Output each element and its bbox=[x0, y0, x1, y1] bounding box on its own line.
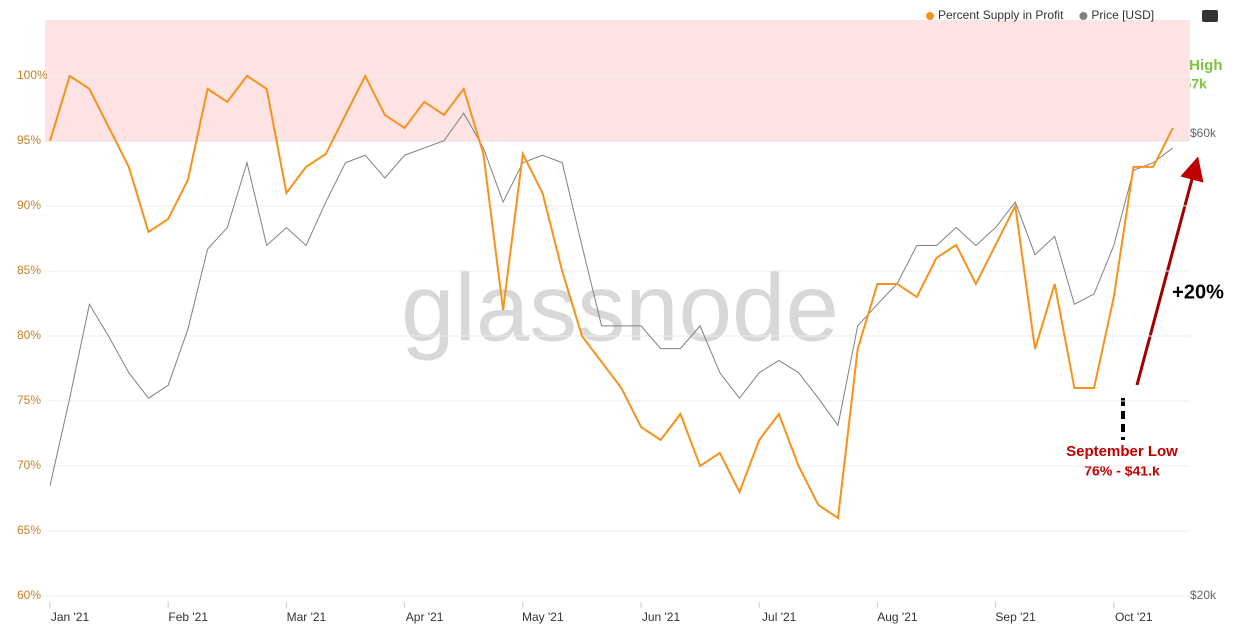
y2-tick-label: $20k bbox=[1190, 588, 1217, 602]
legend-label: Price [USD] bbox=[1091, 8, 1154, 22]
highlight-band bbox=[45, 20, 1190, 141]
watermark: glassnode bbox=[401, 254, 839, 361]
x-tick-label: Jan '21 bbox=[51, 610, 90, 624]
x-tick-label: Apr '21 bbox=[406, 610, 444, 624]
x-tick-label: Feb '21 bbox=[168, 610, 208, 624]
y-tick-label: 80% bbox=[17, 328, 41, 342]
legend-marker bbox=[926, 12, 934, 20]
annotation: 76% - $41.k bbox=[1084, 463, 1160, 479]
y-tick-label: 65% bbox=[17, 523, 41, 537]
y-tick-label: 60% bbox=[17, 588, 41, 602]
x-tick-label: Jul '21 bbox=[762, 610, 797, 624]
arrow bbox=[1135, 156, 1204, 386]
y2-tick-label: $60k bbox=[1190, 126, 1217, 140]
x-tick-label: Oct '21 bbox=[1115, 610, 1153, 624]
y-tick-label: 70% bbox=[17, 458, 41, 472]
line-series bbox=[49, 73, 1174, 520]
camera-icon[interactable] bbox=[1202, 10, 1218, 22]
y-tick-label: 100% bbox=[17, 68, 48, 82]
annotation: September Low bbox=[1066, 443, 1178, 460]
x-tick-label: Sep '21 bbox=[995, 610, 1036, 624]
y-tick-label: 85% bbox=[17, 263, 41, 277]
x-tick-label: Jun '21 bbox=[642, 610, 681, 624]
y-tick-label: 75% bbox=[17, 393, 41, 407]
x-tick-label: Mar '21 bbox=[287, 610, 327, 624]
annotation: +20% bbox=[1172, 281, 1224, 303]
y-tick-label: 95% bbox=[17, 133, 41, 147]
legend-marker bbox=[1079, 12, 1088, 20]
x-tick-label: Aug '21 bbox=[877, 610, 918, 624]
y-tick-label: 90% bbox=[17, 198, 41, 212]
x-tick-label: May '21 bbox=[522, 610, 564, 624]
legend-label: Percent Supply in Profit bbox=[938, 8, 1064, 22]
line-series bbox=[49, 112, 1174, 486]
